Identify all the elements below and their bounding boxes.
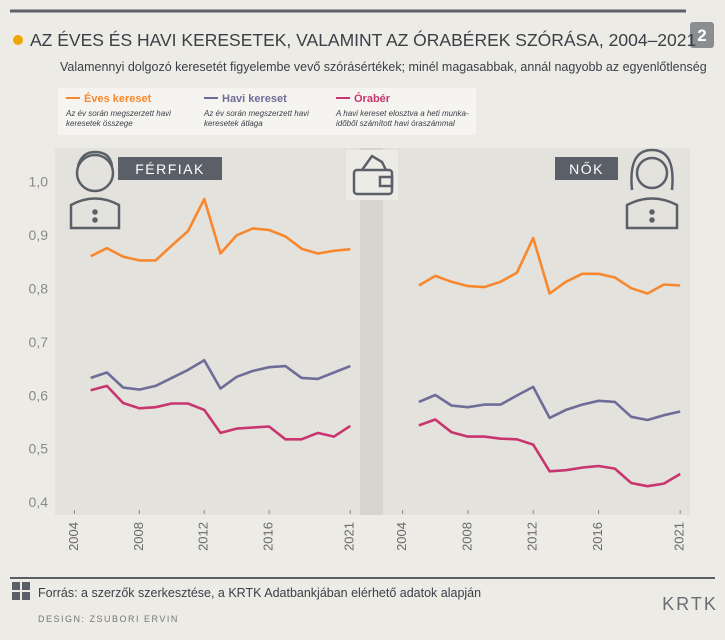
series-line — [418, 418, 681, 488]
series-line — [418, 385, 681, 422]
legend-description: időből számított havi óraszámmal — [336, 119, 455, 128]
panel-label: FÉRFIAK — [135, 161, 205, 177]
series-line — [418, 236, 681, 295]
series-line — [90, 359, 351, 391]
panel-label: NŐK — [569, 161, 604, 177]
y-tick-label: 0,9 — [29, 227, 49, 243]
badge-number: 2 — [697, 26, 706, 45]
panel-label-box — [118, 157, 222, 180]
design-credit: DESIGN: ZSUBORI ERVIN — [38, 614, 179, 624]
legend-label: Órabér — [354, 92, 391, 105]
legend-description: Az év során megszerzett havi — [203, 109, 309, 118]
panel-divider — [360, 148, 383, 515]
x-tick-label: 2008 — [131, 522, 146, 551]
logo: KRTK — [662, 594, 718, 614]
title-dot — [13, 35, 23, 45]
x-tick-label: 2004 — [66, 522, 81, 551]
legend-label: Havi kereset — [222, 93, 287, 105]
title: AZ ÉVES ÉS HAVI KERESETEK, VALAMINT AZ Ó… — [30, 29, 696, 50]
y-tick-label: 0,7 — [29, 334, 49, 350]
panel — [55, 148, 360, 515]
series-line — [90, 197, 351, 262]
source: Forrás: a szerzők szerkesztése, a KRTK A… — [38, 586, 481, 600]
x-tick-label: 2008 — [459, 522, 474, 551]
legend-description: keresetek átlaga — [204, 119, 263, 128]
woman-icon — [625, 148, 679, 230]
x-tick-label: 2021 — [342, 522, 357, 551]
x-tick-label: 2004 — [394, 522, 409, 551]
wallet-icon — [346, 150, 398, 200]
y-tick-label: 1,0 — [29, 174, 49, 190]
source-icon — [12, 582, 30, 600]
legend-description: A havi kereset elosztva a heti munka- — [335, 109, 469, 118]
legend-box — [58, 88, 476, 135]
x-tick-label: 2012 — [525, 522, 540, 551]
panel — [383, 148, 690, 515]
x-tick-label: 2021 — [672, 522, 687, 551]
y-tick-label: 0,5 — [29, 441, 49, 457]
badge — [690, 22, 714, 48]
x-tick-label: 2016 — [590, 522, 605, 551]
panel-label-box — [555, 157, 618, 180]
legend-description: keresetek összege — [66, 119, 133, 128]
y-tick-label: 0,4 — [29, 494, 49, 510]
y-tick-label: 0,6 — [29, 387, 49, 403]
x-tick-label: 2016 — [261, 522, 276, 551]
series-line — [90, 384, 352, 441]
legend-label: Éves kereset — [84, 92, 152, 105]
legend-description: Az év során megszerzett havi — [65, 109, 171, 118]
x-tick-label: 2012 — [196, 522, 211, 551]
subtitle: Valamennyi dolgozó keresetét figyelembe … — [60, 60, 707, 74]
y-tick-label: 0,8 — [29, 280, 49, 296]
man-icon — [69, 150, 121, 230]
